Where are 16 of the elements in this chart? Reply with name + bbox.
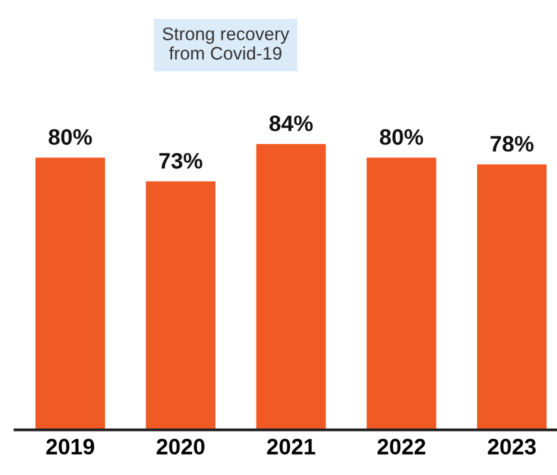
x-tick-label: 2021 [267, 438, 316, 455]
x-tick-label: 2022 [377, 438, 426, 455]
data-label: 80% [380, 129, 424, 145]
data-label: 84% [270, 116, 313, 132]
bar [477, 164, 547, 430]
x-tick-label: 2020 [156, 438, 204, 455]
bar [35, 158, 106, 430]
bar [146, 181, 216, 430]
data-label: 78% [490, 136, 534, 152]
data-label: 73% [159, 152, 202, 169]
data-label: 80% [48, 129, 92, 145]
bar [256, 144, 326, 430]
x-tick-label: 2023 [488, 438, 536, 455]
x-tick-label: 2019 [46, 438, 94, 455]
bar [366, 158, 436, 430]
text: Strong recovery from Covid-19 [162, 27, 290, 60]
